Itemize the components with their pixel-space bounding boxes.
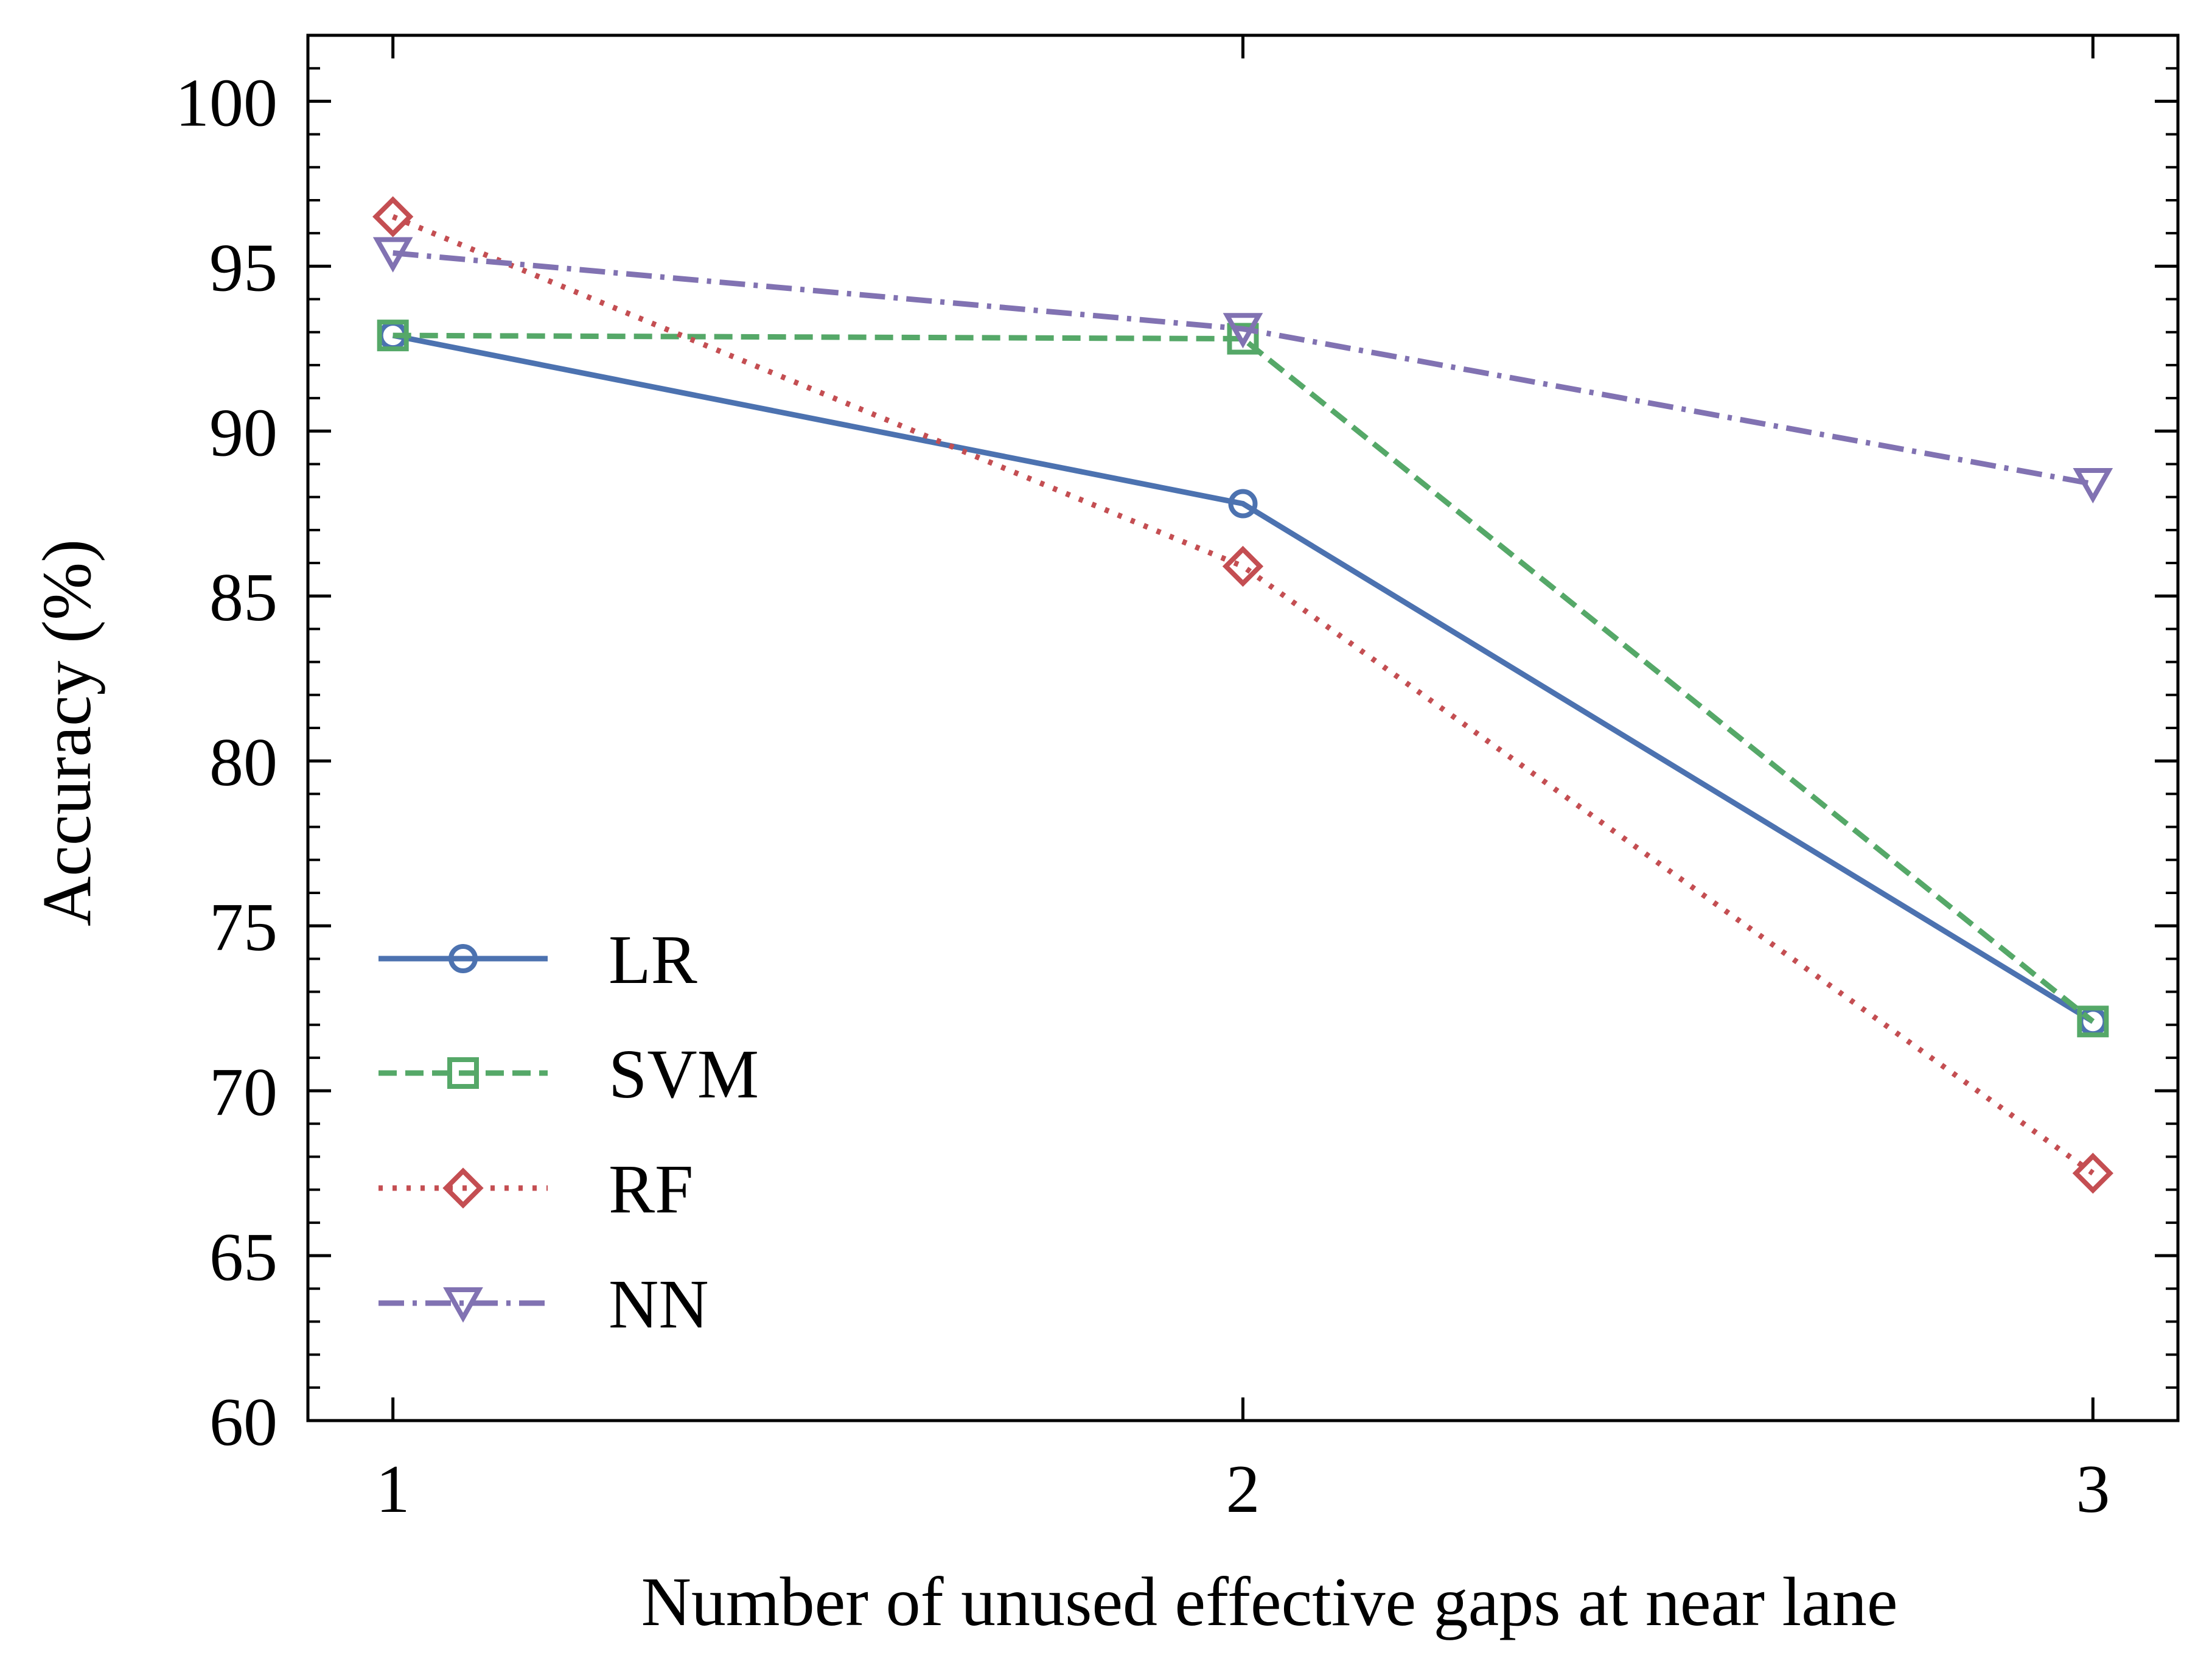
x-tick-label: 3	[2076, 1452, 2110, 1527]
legend-marker	[442, 1167, 484, 1209]
series-line-lr	[392, 332, 2095, 1024]
y-tick-label: 70	[209, 1055, 277, 1130]
data-point-rf	[2072, 1152, 2113, 1194]
legend-entry-lr: LR	[379, 921, 697, 998]
axis-ticks	[308, 34, 2178, 1422]
y-tick-label: 100	[175, 65, 277, 141]
legend-label: LR	[609, 921, 697, 998]
x-axis-label: Number of unused effective gaps at near …	[641, 1563, 1898, 1640]
series-line-nn	[393, 250, 2094, 487]
data-point-rf	[1222, 545, 1264, 587]
legend-entry-rf: RF	[379, 1150, 693, 1228]
x-tick-label: 1	[376, 1452, 410, 1527]
y-tick-label: 95	[209, 230, 277, 306]
y-tick-label: 90	[209, 395, 277, 470]
legend-label: NN	[609, 1265, 709, 1343]
data-point-svm	[377, 320, 409, 352]
legend-marker	[448, 944, 478, 973]
y-tick-label: 80	[209, 725, 277, 800]
series-line-svm	[393, 332, 2095, 1024]
legend-entry-nn: NN	[379, 1265, 709, 1343]
data-point-svm	[2077, 1005, 2109, 1038]
y-tick-label: 60	[209, 1385, 277, 1460]
y-tick-label: 85	[209, 560, 277, 635]
legend-entry-svm: SVM	[379, 1035, 759, 1113]
data-point-nn	[372, 237, 413, 273]
legend-marker	[443, 1287, 483, 1323]
legend-marker	[447, 1057, 479, 1089]
series-svm	[377, 320, 2109, 1038]
data-point-svm	[1227, 323, 1259, 355]
series-nn	[372, 237, 2113, 504]
data-point-nn	[1223, 313, 1263, 349]
y-axis-label: Accuracy (%)	[28, 539, 105, 926]
legend: LR SVM RF NN	[379, 921, 759, 1343]
data-point-rf	[372, 196, 414, 237]
y-tick-label: 75	[209, 890, 277, 965]
axis-tick-labels: 60 65 70 75 80 85 90 95 100 1 2 3	[175, 65, 2110, 1527]
x-tick-label: 2	[1226, 1452, 1260, 1527]
series-rf	[372, 196, 2113, 1194]
data-series	[372, 196, 2113, 1194]
legend-label: SVM	[609, 1035, 759, 1113]
y-tick-label: 65	[209, 1220, 277, 1295]
legend-label: RF	[609, 1150, 693, 1228]
data-point-lr	[1228, 489, 1258, 519]
data-point-nn	[2073, 467, 2113, 504]
plot-area-frame	[306, 33, 2180, 1422]
